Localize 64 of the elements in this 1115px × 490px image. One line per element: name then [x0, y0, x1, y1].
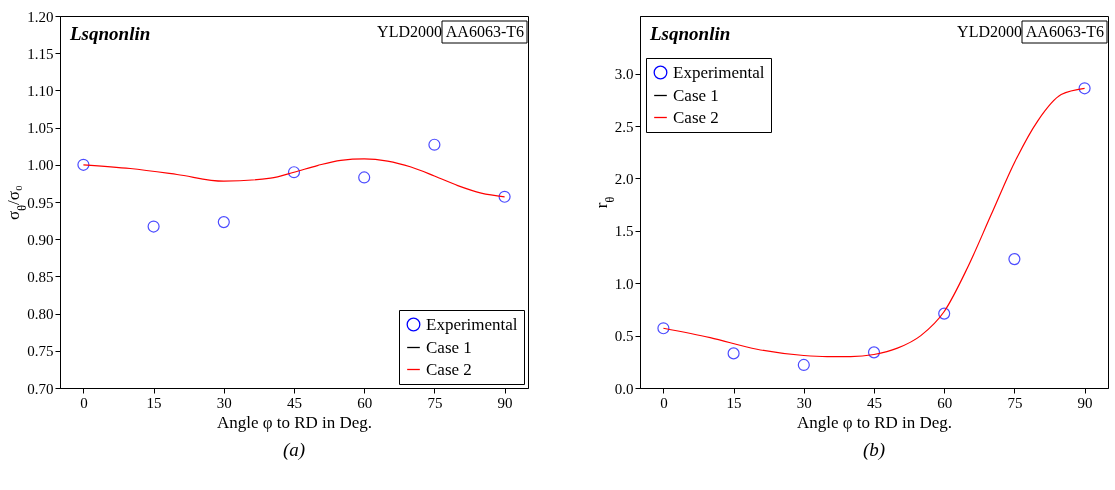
- x-tick-label: 45: [287, 394, 302, 411]
- line-series: [662, 87, 1086, 358]
- y-tick-label: 1.20: [27, 8, 54, 25]
- point: [428, 138, 441, 151]
- point: [1078, 82, 1091, 95]
- line-series: [82, 158, 506, 198]
- annotation: YLD2000: [377, 23, 442, 40]
- y-tick-label: 1.05: [27, 120, 54, 137]
- y-tick-label: 3.0: [614, 66, 634, 83]
- y-tick-label: 1.5: [614, 223, 634, 240]
- y-tick-label: 0.90: [27, 231, 54, 248]
- point: [287, 166, 301, 179]
- y-tick-label: 1.15: [27, 45, 54, 62]
- annotation: AA6063-T6: [1025, 23, 1104, 40]
- x-tick-label: 75: [427, 394, 443, 411]
- y-tick-label: 2.0: [614, 170, 634, 187]
- y-tick-label: 0.85: [27, 268, 54, 285]
- x-tick-label: 60: [937, 394, 953, 411]
- legend-label: Case 1: [426, 337, 472, 357]
- y-tick-label: 2.5: [614, 118, 634, 135]
- annotation: Lsqnonlin: [649, 23, 731, 44]
- point: [217, 216, 230, 229]
- annotation: AA6063-T6: [445, 23, 524, 40]
- legend-label: Experimental: [426, 314, 518, 334]
- x-axis-title: Angle φ to RD in Deg.: [796, 412, 953, 432]
- x-tick-label: 90: [1077, 394, 1093, 411]
- y-tick-label: 0.80: [27, 306, 54, 323]
- y-tick-label: 0.70: [27, 380, 54, 397]
- point: [498, 190, 511, 203]
- text: (a): [282, 439, 306, 461]
- y-tick-label: 0.95: [27, 194, 54, 211]
- x-tick-label: 15: [726, 394, 742, 411]
- annotation: YLD2000: [957, 23, 1022, 40]
- y-tick-label: 0.5: [614, 328, 634, 345]
- point: [147, 220, 160, 233]
- point: [727, 347, 740, 360]
- y-tick-label: 1.00: [27, 157, 54, 174]
- legend-label: Case 2: [426, 359, 472, 379]
- x-tick-label: 75: [1007, 394, 1023, 411]
- point: [77, 158, 90, 171]
- x-tick-label: 15: [146, 394, 162, 411]
- x-tick-label: 0: [80, 394, 88, 411]
- legend-label: Experimental: [673, 62, 765, 82]
- legend-label: Case 1: [673, 85, 719, 105]
- legend-label: Case 2: [673, 107, 719, 127]
- x-axis-title: Angle φ to RD in Deg.: [216, 412, 373, 432]
- point: [797, 358, 810, 372]
- x-tick-label: 45: [867, 394, 882, 411]
- annotation: Lsqnonlin: [69, 23, 151, 44]
- x-tick-label: 60: [357, 394, 373, 411]
- y-tick-label: 0.75: [27, 343, 54, 360]
- x-tick-label: 0: [660, 394, 668, 411]
- x-tick-label: 90: [497, 394, 513, 411]
- point: [358, 171, 371, 184]
- y-tick-label: 1.10: [27, 82, 54, 99]
- point: [938, 307, 951, 320]
- point: [1008, 253, 1021, 266]
- y-tick-label: 1.0: [614, 275, 634, 292]
- x-tick-label: 30: [796, 394, 812, 411]
- y-tick-label: 0.0: [614, 380, 634, 397]
- point: [867, 346, 881, 359]
- text: (b): [862, 439, 886, 461]
- x-tick-label: 30: [216, 394, 232, 411]
- point: [657, 322, 670, 335]
